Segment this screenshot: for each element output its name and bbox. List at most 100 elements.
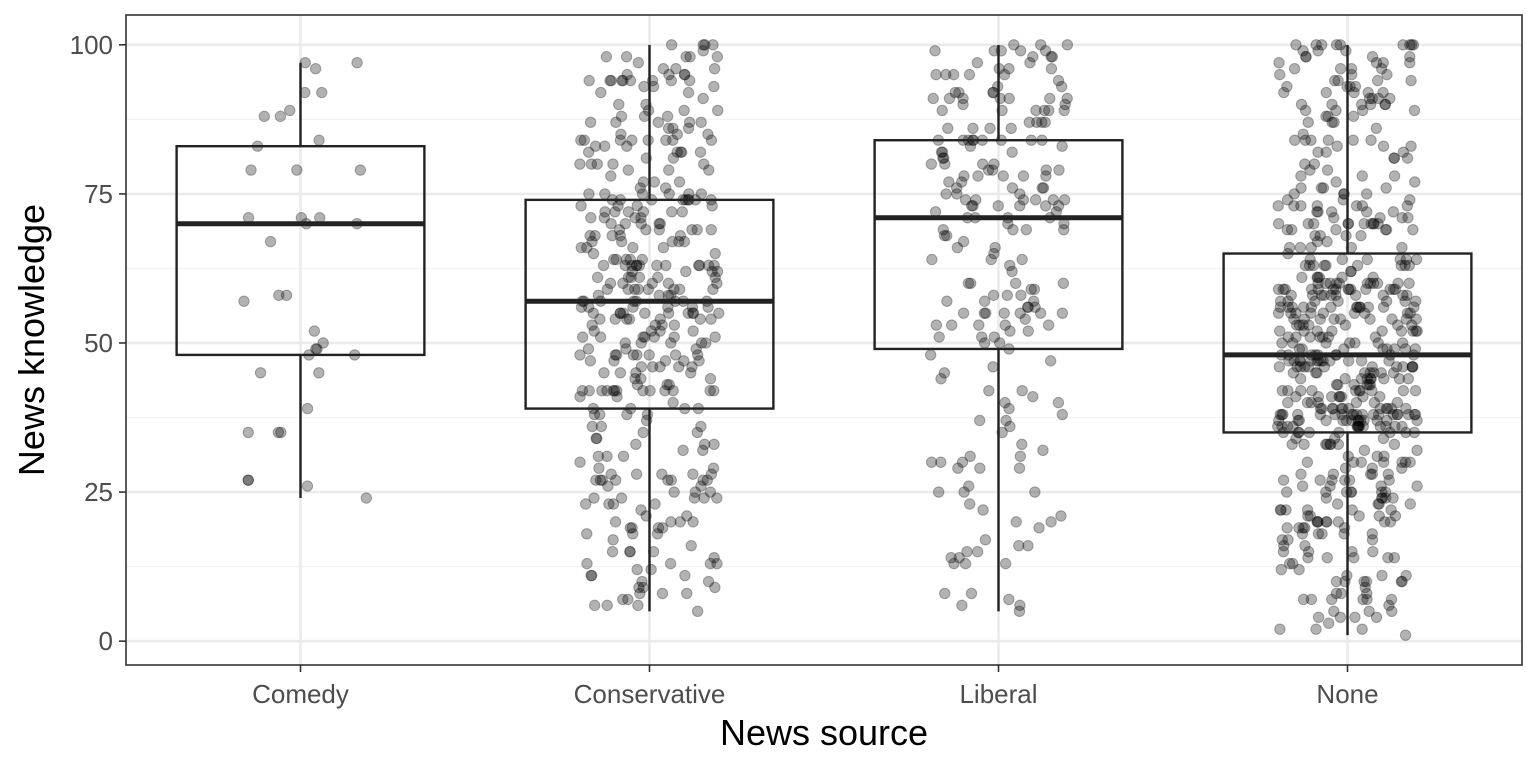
data-point <box>1355 456 1367 468</box>
data-point <box>1325 289 1337 301</box>
data-point <box>1403 259 1415 272</box>
data-point <box>1334 390 1346 403</box>
data-point <box>1052 200 1065 212</box>
data-point <box>667 396 679 409</box>
data-point <box>301 402 314 415</box>
data-point <box>656 587 669 600</box>
data-point <box>575 200 587 212</box>
data-point <box>1297 45 1309 57</box>
data-point <box>1293 563 1305 576</box>
data-point <box>987 86 999 99</box>
data-point <box>1294 373 1307 385</box>
data-point <box>1356 200 1369 212</box>
data-point <box>1305 396 1317 409</box>
data-point <box>1306 384 1318 397</box>
data-point <box>1397 146 1410 158</box>
data-point <box>646 361 659 373</box>
data-point <box>1401 289 1413 301</box>
data-point <box>957 307 970 319</box>
data-point <box>1358 575 1370 588</box>
data-point <box>254 367 267 379</box>
data-point <box>591 271 604 284</box>
data-point <box>635 218 647 230</box>
data-point <box>1375 62 1388 75</box>
data-point <box>1371 414 1383 427</box>
data-point <box>1400 313 1413 325</box>
data-point <box>580 498 592 510</box>
data-point <box>1314 229 1326 242</box>
data-point <box>988 158 1000 170</box>
data-point <box>962 277 975 290</box>
data-point <box>1364 379 1377 391</box>
data-point <box>1302 551 1314 564</box>
data-point <box>697 444 709 457</box>
data-point <box>1356 98 1368 111</box>
data-point <box>1375 367 1387 379</box>
data-point <box>1374 212 1386 224</box>
data-point <box>1317 331 1329 343</box>
data-point <box>682 307 694 319</box>
data-point <box>967 200 979 212</box>
data-point <box>1326 116 1338 129</box>
data-point <box>973 414 986 427</box>
data-point <box>654 361 666 373</box>
data-point <box>668 331 680 343</box>
data-point <box>940 68 952 81</box>
data-point <box>972 170 984 182</box>
data-point <box>695 116 707 129</box>
data-point <box>1376 569 1388 582</box>
data-point <box>619 337 631 349</box>
data-point <box>971 57 984 69</box>
data-point <box>690 343 702 355</box>
data-point <box>1320 259 1332 272</box>
data-point <box>1379 486 1392 498</box>
data-point <box>1377 57 1389 69</box>
data-point <box>1274 301 1287 313</box>
data-point <box>595 86 607 99</box>
data-point <box>1402 408 1415 421</box>
data-point <box>961 545 973 558</box>
data-point <box>1058 194 1071 206</box>
data-point <box>661 379 673 391</box>
data-point <box>308 325 321 337</box>
data-point <box>977 504 989 516</box>
data-point <box>1022 325 1034 337</box>
data-point <box>1285 289 1297 301</box>
data-point <box>697 92 709 105</box>
data-point <box>1061 92 1073 105</box>
data-point <box>711 277 723 290</box>
data-point <box>937 223 949 236</box>
data-point <box>637 206 650 218</box>
data-point <box>635 337 647 349</box>
data-point <box>691 605 704 618</box>
data-point <box>1372 337 1384 349</box>
data-point <box>1312 396 1324 409</box>
data-point <box>1343 337 1356 349</box>
data-point <box>598 367 610 379</box>
x-tick-label: Comedy <box>252 679 349 709</box>
data-point <box>1016 384 1028 397</box>
data-point <box>659 384 671 397</box>
data-point <box>1387 492 1399 504</box>
data-point <box>1364 367 1377 379</box>
data-point <box>697 45 709 57</box>
data-point <box>1019 313 1031 325</box>
data-point <box>1312 146 1324 158</box>
data-point <box>1375 480 1387 492</box>
data-point <box>648 176 661 188</box>
data-point <box>634 587 646 600</box>
data-point <box>662 277 675 290</box>
data-point <box>1397 39 1409 51</box>
data-point <box>610 253 622 266</box>
data-point <box>1287 337 1299 349</box>
data-point <box>651 528 664 540</box>
axes: 0 25 50 75 100 Comedy Conservative Liberal None <box>70 30 1379 709</box>
data-point <box>1395 575 1408 588</box>
data-point <box>970 194 982 206</box>
data-point <box>1411 414 1423 427</box>
data-point <box>1377 301 1390 313</box>
data-point <box>1332 438 1345 451</box>
data-point <box>635 504 647 516</box>
data-point <box>1001 289 1013 301</box>
